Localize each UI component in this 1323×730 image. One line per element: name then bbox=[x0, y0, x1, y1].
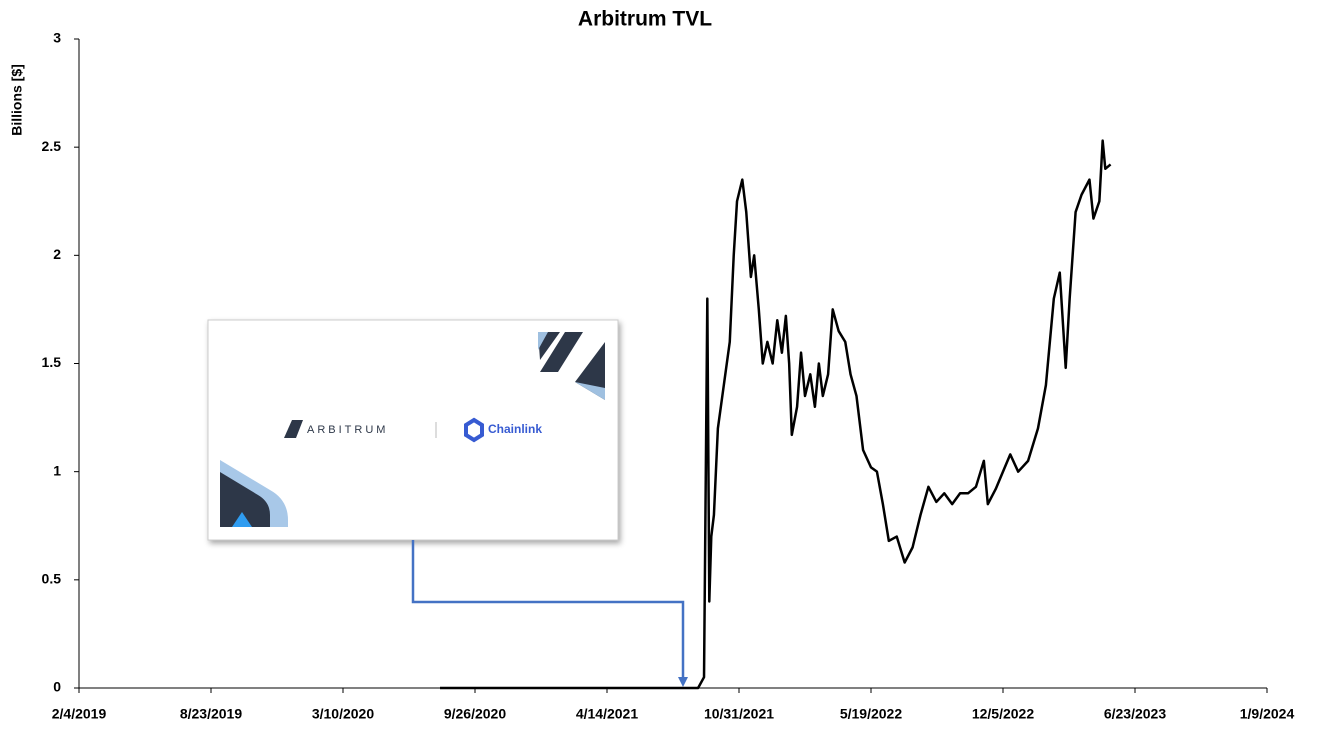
inset-image: ARBITRUM Chainlink bbox=[208, 320, 618, 540]
callout-arrow bbox=[413, 540, 683, 682]
y-tick-label: 2 bbox=[53, 246, 61, 262]
x-tick-label: 8/23/2019 bbox=[180, 706, 242, 722]
x-tick-label: 9/26/2020 bbox=[444, 706, 506, 722]
x-tick-label: 6/23/2023 bbox=[1104, 706, 1166, 722]
chart-title: Arbitrum TVL bbox=[578, 8, 712, 31]
y-tick-label: 0.5 bbox=[42, 571, 62, 587]
x-tick-label: 2/4/2019 bbox=[52, 706, 107, 722]
arrow-head bbox=[678, 677, 688, 687]
x-tick-label: 1/9/2024 bbox=[1240, 706, 1295, 722]
y-tick-label: 1.5 bbox=[42, 354, 62, 370]
x-tick-label: 3/10/2020 bbox=[312, 706, 374, 722]
x-tick-label: 5/19/2022 bbox=[840, 706, 902, 722]
x-tick-label: 4/14/2021 bbox=[576, 706, 638, 722]
y-tick-label: 0 bbox=[53, 679, 61, 695]
y-tick-label: 2.5 bbox=[42, 138, 62, 154]
inset-text: ARBITRUM bbox=[307, 424, 388, 436]
y-tick-label: 3 bbox=[53, 30, 61, 46]
inset-text: Chainlink bbox=[488, 422, 542, 436]
x-tick-label: 10/31/2021 bbox=[704, 706, 774, 722]
y-axis-label: Billions [$] bbox=[9, 64, 25, 136]
x-tick-label: 12/5/2022 bbox=[972, 706, 1034, 722]
y-tick-label: 1 bbox=[53, 462, 61, 478]
chart: Arbitrum TVL Billions [$] ARBITRUM Chain… bbox=[0, 0, 1323, 730]
